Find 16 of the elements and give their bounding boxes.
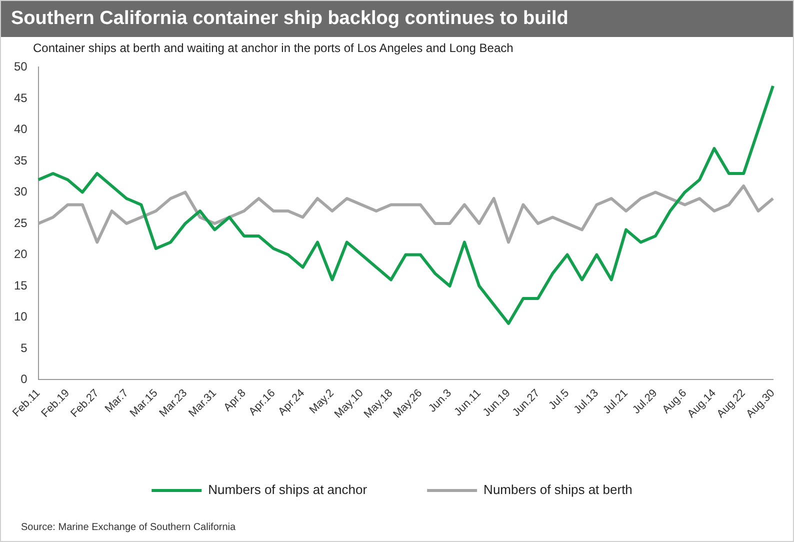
y-tick-label: 50: [14, 60, 28, 74]
legend-label: Numbers of ships at berth: [484, 482, 632, 498]
y-tick-label: 0: [20, 372, 28, 386]
y-tick-label: 45: [14, 90, 28, 105]
legend-label: Numbers of ships at anchor: [208, 482, 368, 498]
y-tick-label: 25: [14, 216, 28, 230]
y-tick-label: 10: [14, 310, 28, 324]
y-tick-label: 35: [14, 153, 28, 168]
y-tick-label: 20: [14, 247, 28, 262]
source-note: Source: Marine Exchange of Southern California: [21, 522, 236, 533]
y-tick-label: 30: [14, 184, 28, 199]
y-tick-label: 40: [14, 122, 28, 136]
y-tick-label: 5: [20, 340, 28, 355]
y-tick-label: 15: [14, 278, 28, 292]
chart-title: Southern California container ship backlog continues to build: [1, 1, 793, 37]
chart-subtitle: Container ships at berth and waiting at anchor in the ports of Los Angeles and Long Beach: [32, 40, 514, 57]
